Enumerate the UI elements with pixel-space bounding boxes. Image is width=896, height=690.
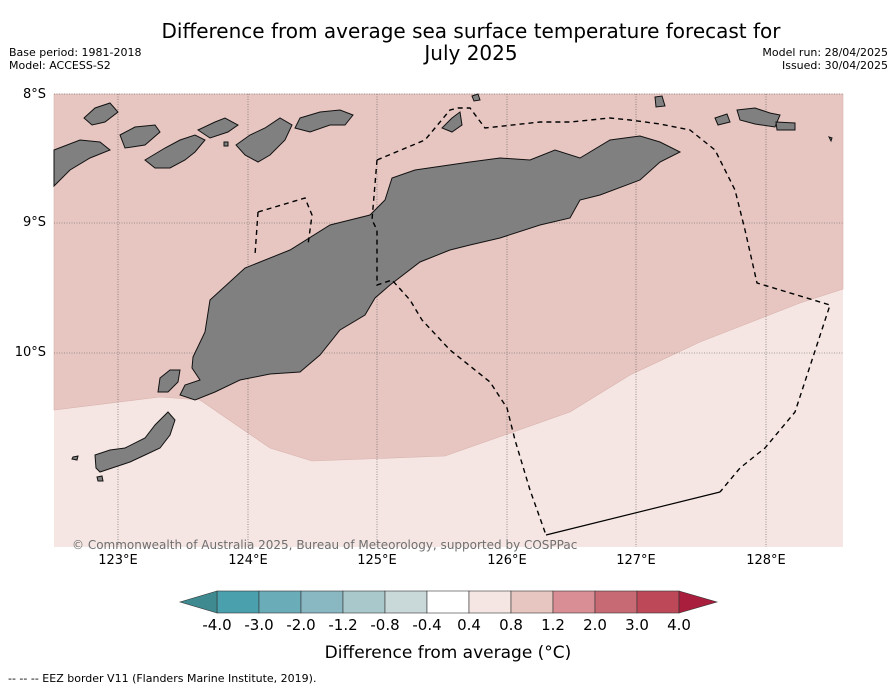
colorbar-tick-label: 4.0	[667, 616, 691, 634]
lon-label-128e: 128°E	[746, 553, 786, 568]
alor-island	[235, 117, 293, 163]
wetar-north-island	[471, 93, 481, 102]
colorbar-tick-label: 0.4	[457, 616, 481, 634]
land	[53, 93, 833, 482]
colorbar-under-arrow	[178, 590, 218, 614]
colorbar-segment	[258, 590, 302, 614]
timor-island	[179, 135, 682, 401]
solor-island	[119, 124, 161, 149]
lon-label-126e: 126°E	[487, 553, 527, 568]
colorbar-segment	[510, 590, 554, 614]
colorbar	[178, 590, 719, 614]
colorbar-segment	[384, 590, 428, 614]
colorbar-title: Difference from average (°C)	[324, 643, 572, 663]
eez-legend-note: -- -- -- EEZ border V11 (Flanders Marine…	[8, 672, 317, 685]
lembata-island	[196, 117, 239, 139]
colorbar-segment	[426, 590, 470, 614]
colorbar-segment	[552, 590, 596, 614]
colorbar-segment	[300, 590, 344, 614]
raijua-island	[71, 455, 79, 461]
chart-title: Difference from average sea surface temp…	[161, 19, 781, 65]
small-island-b	[223, 141, 229, 147]
colorbar-segment	[216, 590, 260, 614]
colorbar-tick-label: -3.0	[244, 616, 274, 634]
sawu-island	[94, 411, 176, 473]
model-run: Model run: 28/04/2025	[762, 46, 888, 59]
small-island-c	[828, 136, 833, 143]
colorbar-tick-label: -0.4	[412, 616, 442, 634]
lat-label-10s: 10°S	[14, 345, 46, 360]
wetar-island	[294, 109, 354, 133]
colorbar-tick-label: 3.0	[625, 616, 649, 634]
colorbar-tick-label: 0.8	[499, 616, 523, 634]
colorbar-tick-label: -0.8	[370, 616, 400, 634]
moa-island	[775, 121, 796, 131]
colorbar-segment	[594, 590, 638, 614]
adonara-island	[144, 134, 206, 169]
eez-borders	[254, 107, 831, 536]
colorbar-tick-label: -2.0	[286, 616, 316, 634]
colorbar-tick-label: 1.2	[541, 616, 565, 634]
copyright-notice: © Commonwealth of Australia 2025, Bureau…	[72, 538, 578, 552]
colorbar-segment	[636, 590, 680, 614]
pantar-island	[83, 102, 119, 126]
colorbar-tick-label: -4.0	[202, 616, 232, 634]
base-period: Base period: 1981-2018	[9, 46, 142, 59]
rote-island	[157, 369, 181, 393]
lat-label-9s: 9°S	[22, 215, 46, 230]
issued-date: Issued: 30/04/2025	[781, 59, 888, 72]
eez-border-solid	[545, 491, 721, 536]
flores-east-island	[53, 139, 111, 188]
lon-label-123e: 123°E	[98, 553, 138, 568]
leti-island	[714, 113, 731, 126]
colorbar-segment	[342, 590, 386, 614]
small-island-a	[96, 475, 104, 482]
colorbar-tick-label: -1.2	[328, 616, 358, 634]
atauro-island	[441, 111, 463, 133]
damar-island	[736, 107, 781, 128]
model-name: Model: ACCESS-S2	[9, 59, 111, 72]
lon-label-125e: 125°E	[357, 553, 397, 568]
lon-label-127e: 127°E	[616, 553, 656, 568]
colorbar-over-arrow	[678, 590, 719, 614]
meta-left: Base period: 1981-2018 Model: ACCESS-S2	[9, 46, 141, 72]
lat-label-8s: 8°S	[22, 87, 46, 102]
lon-label-124e: 124°E	[228, 553, 268, 568]
colorbar-tick-label: 2.0	[583, 616, 607, 634]
meta-right: Model run: 28/04/2025 Issued: 30/04/2025	[762, 46, 888, 72]
romang-island	[654, 95, 666, 108]
colorbar-segment	[468, 590, 512, 614]
